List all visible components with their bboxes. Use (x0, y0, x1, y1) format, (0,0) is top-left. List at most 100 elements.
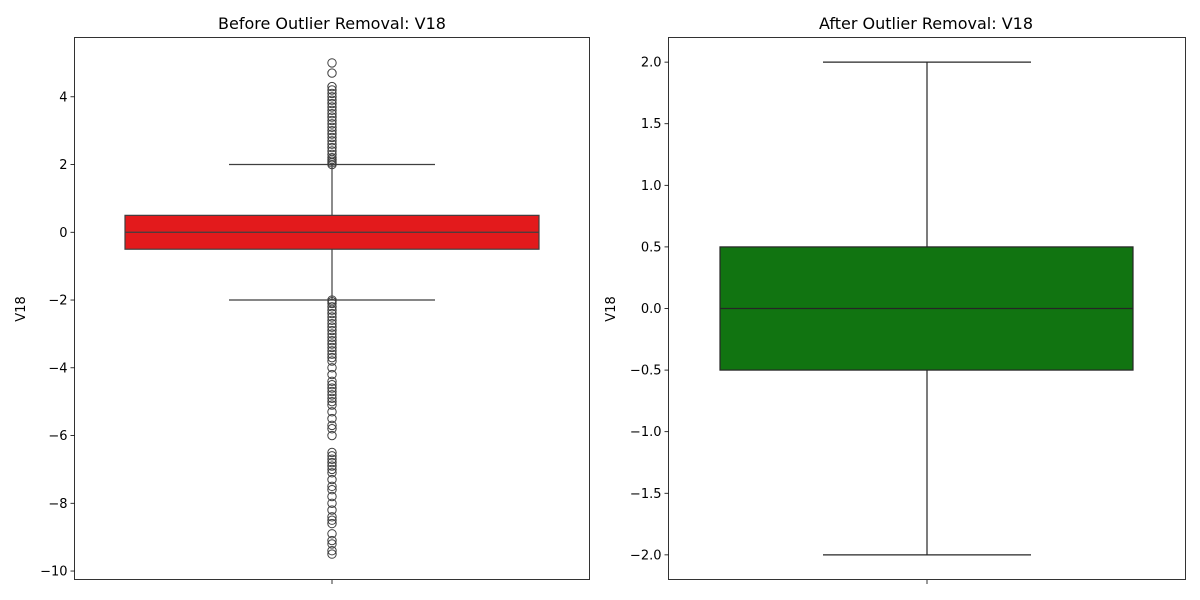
outlier-point (327, 539, 337, 549)
outlier-point (327, 535, 337, 546)
outlier-point (327, 447, 337, 458)
outlier-point (327, 335, 337, 346)
outlier-point (327, 505, 337, 515)
y-tick-label: −1.0 (630, 425, 662, 440)
outlier-point (327, 122, 337, 132)
outlier-point (327, 115, 337, 126)
y-tick-label: 1.5 (641, 117, 662, 132)
outlier-point (327, 81, 337, 92)
y-tick-label: −2 (48, 294, 67, 309)
outlier-point (327, 464, 337, 475)
outlier-point (327, 322, 337, 332)
y-tick-label: 4 (59, 90, 67, 105)
outlier-point (327, 529, 337, 539)
before-y-ticks: −10 −8 −6 −4 −2 0 2 4 (40, 90, 75, 580)
outlier-point (327, 88, 337, 99)
y-tick-label: −6 (48, 429, 67, 444)
outlier-point (327, 132, 337, 143)
outlier-point (327, 146, 337, 156)
outlier-point (327, 68, 337, 78)
outlier-point (327, 119, 337, 129)
outlier-point (327, 454, 337, 464)
outlier-point (327, 549, 337, 559)
outlier-point (327, 319, 337, 329)
outlier-point (327, 390, 337, 400)
outlier-point (327, 308, 337, 319)
outlier-point (327, 386, 337, 397)
y-tick-label: 2 (59, 158, 67, 173)
outlier-point (327, 396, 337, 407)
outlier-point (327, 342, 337, 353)
outlier-point (327, 512, 337, 522)
outlier-point (327, 424, 337, 434)
outlier-point (327, 393, 337, 403)
outlier-point (327, 125, 337, 136)
outlier-point (327, 346, 337, 356)
outlier-point (327, 474, 337, 485)
outlier-point (327, 325, 337, 336)
outlier-point (327, 518, 337, 529)
y-tick-label: −10 (40, 565, 67, 580)
after-plot-frame (668, 37, 1186, 580)
outlier-point (327, 153, 337, 163)
outlier-point (327, 302, 337, 312)
outlier-point (327, 413, 337, 424)
before-box (124, 163, 540, 301)
outlier-point (327, 112, 337, 122)
outlier-point (327, 451, 337, 461)
y-tick-label: 0.0 (641, 302, 662, 317)
outlier-point (327, 457, 337, 468)
after-y-axis-label: V18 (604, 296, 619, 321)
outlier-point (327, 332, 337, 342)
before-chart-title: Before Outlier Removal: V18 (218, 14, 446, 33)
after-panel: After Outlier Removal: V18 V18 −2.0−1.5−… (604, 14, 1186, 584)
outlier-point (327, 468, 337, 478)
outlier-point (327, 400, 337, 410)
outlier-point (327, 420, 337, 431)
outlier-point (327, 95, 337, 105)
y-tick-label: −1.5 (630, 487, 662, 502)
outlier-point (327, 369, 337, 380)
outlier-point (327, 329, 337, 339)
outlier-point (327, 85, 337, 95)
outlier-point (327, 380, 337, 390)
outlier-point (327, 491, 337, 502)
outlier-point (327, 129, 337, 139)
y-tick-label: −8 (48, 497, 67, 512)
outlier-point (327, 92, 337, 102)
outlier-point (327, 376, 337, 387)
before-outliers (327, 58, 337, 559)
after-y-ticks: −2.0 −1.5 −1.0 −0.5 0.0 0.5 1.0 1.5 2.0 (630, 56, 669, 563)
outlier-point (327, 349, 337, 359)
outlier-point (327, 339, 337, 349)
outlier-point (327, 407, 337, 417)
outlier-point (327, 109, 337, 119)
outlier-point (327, 58, 337, 68)
y-tick-label: 2.0 (641, 56, 662, 71)
outlier-point (327, 515, 337, 525)
outlier-point (327, 383, 337, 393)
before-plot-frame (74, 37, 590, 580)
outlier-point (327, 312, 337, 322)
after-box (719, 61, 1134, 556)
outlier-point (327, 305, 337, 315)
before-y-axis-label: V18 (14, 296, 29, 321)
y-tick-label: −4 (48, 361, 67, 376)
outlier-point (327, 363, 337, 373)
before-panel: Before Outlier Removal: V18 V18 −10−8−6−… (14, 14, 590, 584)
y-tick-label: 0 (59, 226, 67, 241)
outlier-point (327, 98, 337, 109)
y-tick-label: 1.0 (641, 179, 662, 194)
outlier-point (327, 356, 337, 366)
outlier-point (327, 546, 337, 556)
outlier-point (327, 149, 337, 160)
outlier-point (327, 136, 337, 146)
outlier-point (327, 139, 337, 149)
outlier-point (327, 485, 337, 495)
y-tick-label: −2.0 (630, 548, 662, 563)
outlier-point (327, 430, 337, 441)
outlier-point (327, 498, 337, 508)
y-tick-label: −0.5 (630, 364, 662, 379)
y-tick-label: 0.5 (641, 240, 662, 255)
